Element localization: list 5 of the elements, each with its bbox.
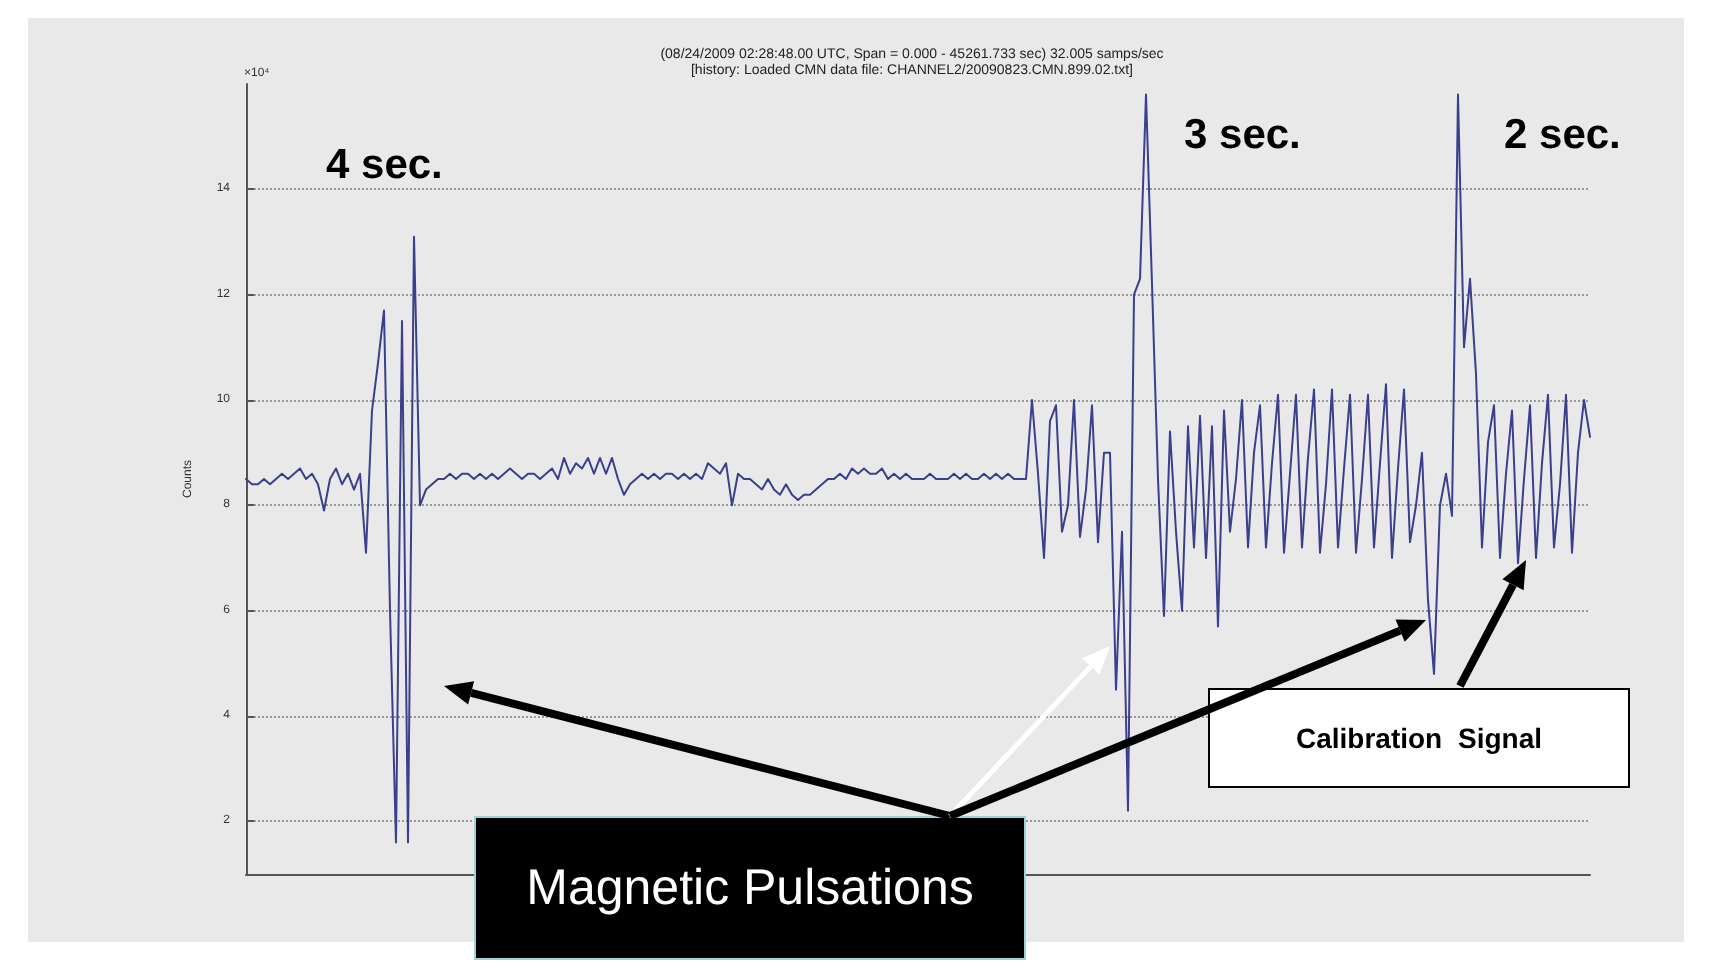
text-box: Magnetic Pulsations xyxy=(474,816,1026,960)
annotation: 3 sec. xyxy=(1184,112,1301,160)
annotation: 4 sec. xyxy=(326,142,443,190)
text-box: Calibration Signal xyxy=(1208,688,1630,788)
annotation: 2 sec. xyxy=(1504,112,1621,160)
